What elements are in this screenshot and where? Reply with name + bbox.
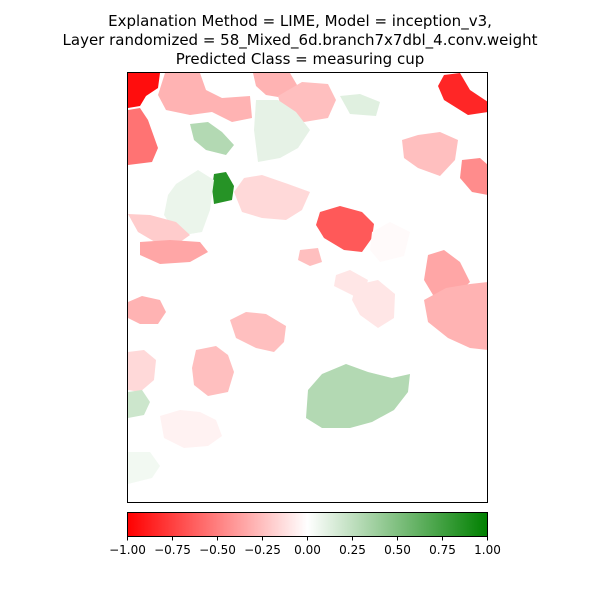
superpixel-24: [128, 296, 166, 324]
colorbar-tick-label-5: 0.25: [339, 543, 366, 557]
heatmap-frame: [127, 72, 488, 503]
superpixel-25: [230, 312, 286, 352]
superpixel-14: [234, 175, 310, 220]
colorbar-tick-label-0: −1.00: [109, 543, 146, 557]
colorbar-ticks: −1.00 −0.75 −0.50 −0.25 0.00 0.25 0.50 0.75 1.00: [109, 536, 501, 557]
colorbar-tick-label-2: −0.50: [199, 543, 236, 557]
superpixel-17: [370, 222, 410, 262]
superpixel-layer: [128, 73, 488, 484]
lime-heatmap: [127, 72, 488, 503]
chart-title-line-1: Explanation Method = LIME, Model = incep…: [108, 12, 492, 30]
superpixel-30: [160, 410, 222, 448]
superpixel-11: [460, 158, 488, 195]
colorbar-tick-label-3: −0.25: [244, 543, 281, 557]
colorbar-tick-label-7: 0.75: [429, 543, 456, 557]
superpixel-19: [298, 248, 322, 266]
superpixel-1: [128, 73, 160, 108]
superpixel-9: [254, 100, 310, 162]
superpixel-8: [190, 122, 234, 155]
chart-title-line-2: Layer randomized = 58_Mixed_6d.branch7x7…: [62, 31, 538, 49]
superpixel-18: [140, 240, 208, 264]
colorbar-tick-label-8: 1.00: [474, 543, 501, 557]
superpixel-13: [164, 170, 214, 236]
superpixel-31: [128, 452, 160, 484]
superpixel-16: [316, 206, 374, 252]
colorbar-tick-label-1: −0.75: [154, 543, 191, 557]
chart-title-line-3: Predicted Class = measuring cup: [175, 50, 425, 68]
superpixel-7: [128, 108, 158, 165]
superpixel-15: [128, 214, 190, 245]
superpixel-21: [352, 280, 395, 328]
superpixel-23: [424, 282, 488, 350]
superpixel-27: [128, 350, 156, 392]
superpixel-10: [402, 132, 458, 176]
colorbar-tick-label-6: 0.50: [384, 543, 411, 557]
superpixel-12: [212, 172, 234, 204]
superpixel-26: [306, 364, 410, 428]
superpixel-29: [128, 390, 150, 418]
superpixel-5: [340, 94, 380, 116]
colorbar-gradient: [127, 512, 488, 537]
colorbar-tick-label-4: 0.00: [294, 543, 321, 557]
superpixel-28: [192, 346, 234, 396]
superpixel-2: [158, 73, 252, 122]
superpixel-6: [438, 73, 488, 115]
